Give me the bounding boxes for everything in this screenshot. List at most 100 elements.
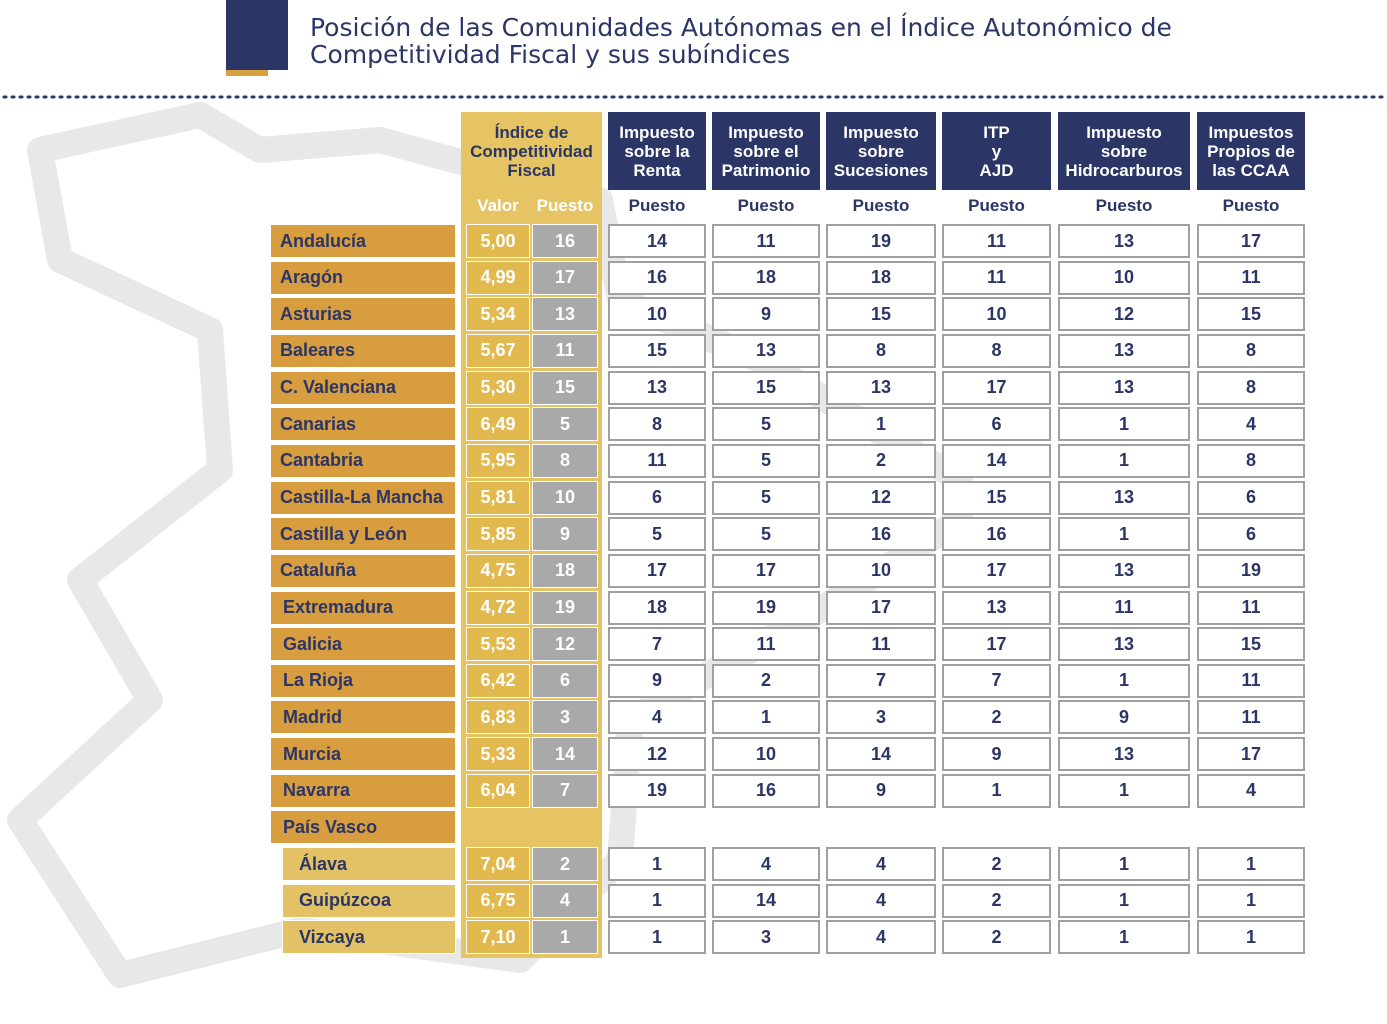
rank-cell: 17: [608, 553, 706, 588]
rank-cell: 4: [1197, 407, 1305, 442]
rank-cell: 9: [826, 773, 936, 808]
rank-cell: 18: [826, 260, 936, 295]
rank-cell: 11: [712, 627, 820, 662]
puesto-cell: 12: [532, 627, 598, 662]
rank-cell: 15: [826, 297, 936, 332]
rank-cell: 13: [1058, 224, 1190, 258]
region-cell: Vizcaya: [282, 920, 456, 955]
rank-cell: 4: [712, 847, 820, 882]
rank-cell: 2: [712, 663, 820, 698]
subindex-sub-header: Puesto: [1095, 196, 1153, 215]
rank-cell: 9: [942, 737, 1051, 772]
valor-cell: 5,95: [466, 443, 530, 478]
rank-cell: 1: [1197, 920, 1305, 955]
rank-cell: 14: [942, 443, 1051, 478]
title-line: Competitividad Fiscal y sus subíndices: [310, 40, 791, 69]
valor-cell: 7,10: [466, 920, 530, 955]
rank-cell: 11: [1197, 590, 1305, 625]
rank-cell: 2: [826, 443, 936, 478]
rank-cell: 8: [1197, 443, 1305, 478]
region-cell: Galicia: [270, 627, 456, 662]
rank-cell: 13: [1058, 333, 1190, 368]
valor-cell: 5,30: [466, 370, 530, 405]
puesto-cell: 19: [532, 590, 598, 625]
rank-cell: 11: [1058, 590, 1190, 625]
rank-cell: 13: [712, 333, 820, 368]
rank-cell: 10: [826, 553, 936, 588]
puesto-cell: 13: [532, 297, 598, 332]
subindex-header: Impuestos Propios de las CCAA: [1197, 112, 1305, 190]
valor-header: Valor: [477, 196, 519, 215]
rank-cell: 17: [712, 553, 820, 588]
rank-cell: 17: [942, 370, 1051, 405]
rank-cell: 13: [608, 370, 706, 405]
rank-cell: 5: [608, 517, 706, 552]
valor-cell: 7,04: [466, 847, 530, 882]
valor-cell: 5,00: [466, 224, 530, 258]
rank-cell: 8: [608, 407, 706, 442]
rank-cell: 5: [712, 443, 820, 478]
valor-cell: 6,04: [466, 773, 530, 808]
rank-cell: 1: [1058, 920, 1190, 955]
puesto-cell: 1: [532, 920, 598, 955]
title-line: Posición de las Comunidades Autónomas en…: [310, 13, 1172, 42]
valor-cell: 5,67: [466, 333, 530, 368]
rank-cell: 8: [826, 333, 936, 368]
region-cell: Canarias: [270, 407, 456, 442]
rank-cell: 16: [942, 517, 1051, 552]
rank-cell: 1: [608, 847, 706, 882]
rank-cell: 15: [1197, 297, 1305, 332]
puesto-cell: 16: [532, 224, 598, 258]
valor-cell: 5,34: [466, 297, 530, 332]
puesto-cell: 17: [532, 260, 598, 295]
region-cell: Castilla-La Mancha: [270, 480, 456, 515]
rank-cell: 1: [826, 407, 936, 442]
region-cell: Andalucía: [270, 224, 456, 258]
rank-cell: 1: [942, 773, 1051, 808]
rank-cell: 7: [942, 663, 1051, 698]
region-cell: Castilla y León: [270, 517, 456, 552]
puesto-cell: 5: [532, 407, 598, 442]
region-cell: Madrid: [270, 700, 456, 735]
rank-cell: 10: [1058, 260, 1190, 295]
rank-cell: 5: [712, 407, 820, 442]
rank-cell: 6: [942, 407, 1051, 442]
region-cell: Murcia: [270, 737, 456, 772]
rank-cell: 10: [942, 297, 1051, 332]
rank-cell: 19: [1197, 553, 1305, 588]
rank-cell: 2: [942, 883, 1051, 918]
rank-cell: 13: [942, 590, 1051, 625]
region-cell: Extremadura: [270, 590, 456, 625]
rank-cell: 19: [712, 590, 820, 625]
puesto-cell: 6: [532, 663, 598, 698]
rank-cell: 2: [942, 920, 1051, 955]
rank-cell: 5: [712, 480, 820, 515]
rank-cell: 11: [942, 224, 1051, 258]
rank-cell: 14: [608, 224, 706, 258]
rank-cell: 11: [608, 443, 706, 478]
rank-cell: 4: [1197, 773, 1305, 808]
rank-cell: 18: [608, 590, 706, 625]
rank-cell: 5: [712, 517, 820, 552]
region-cell: Asturias: [270, 297, 456, 332]
valor-cell: 5,33: [466, 737, 530, 772]
region-cell: Aragón: [270, 260, 456, 295]
rank-cell: 10: [608, 297, 706, 332]
rank-cell: 6: [1197, 480, 1305, 515]
rank-cell: 4: [826, 883, 936, 918]
rank-cell: 11: [1197, 663, 1305, 698]
subindex-sub-header: Puesto: [852, 196, 910, 215]
rank-cell: 17: [826, 590, 936, 625]
rank-cell: 7: [608, 627, 706, 662]
rank-cell: 16: [826, 517, 936, 552]
rank-cell: 1: [1058, 847, 1190, 882]
subindex-header: Impuesto sobre Sucesiones: [826, 112, 936, 190]
valor-cell: 5,85: [466, 517, 530, 552]
rank-cell: 17: [1197, 737, 1305, 772]
puesto-cell: 8: [532, 443, 598, 478]
rank-cell: 13: [1058, 480, 1190, 515]
rank-cell: 13: [1058, 627, 1190, 662]
valor-cell: 6,83: [466, 700, 530, 735]
region-cell: Baleares: [270, 333, 456, 368]
